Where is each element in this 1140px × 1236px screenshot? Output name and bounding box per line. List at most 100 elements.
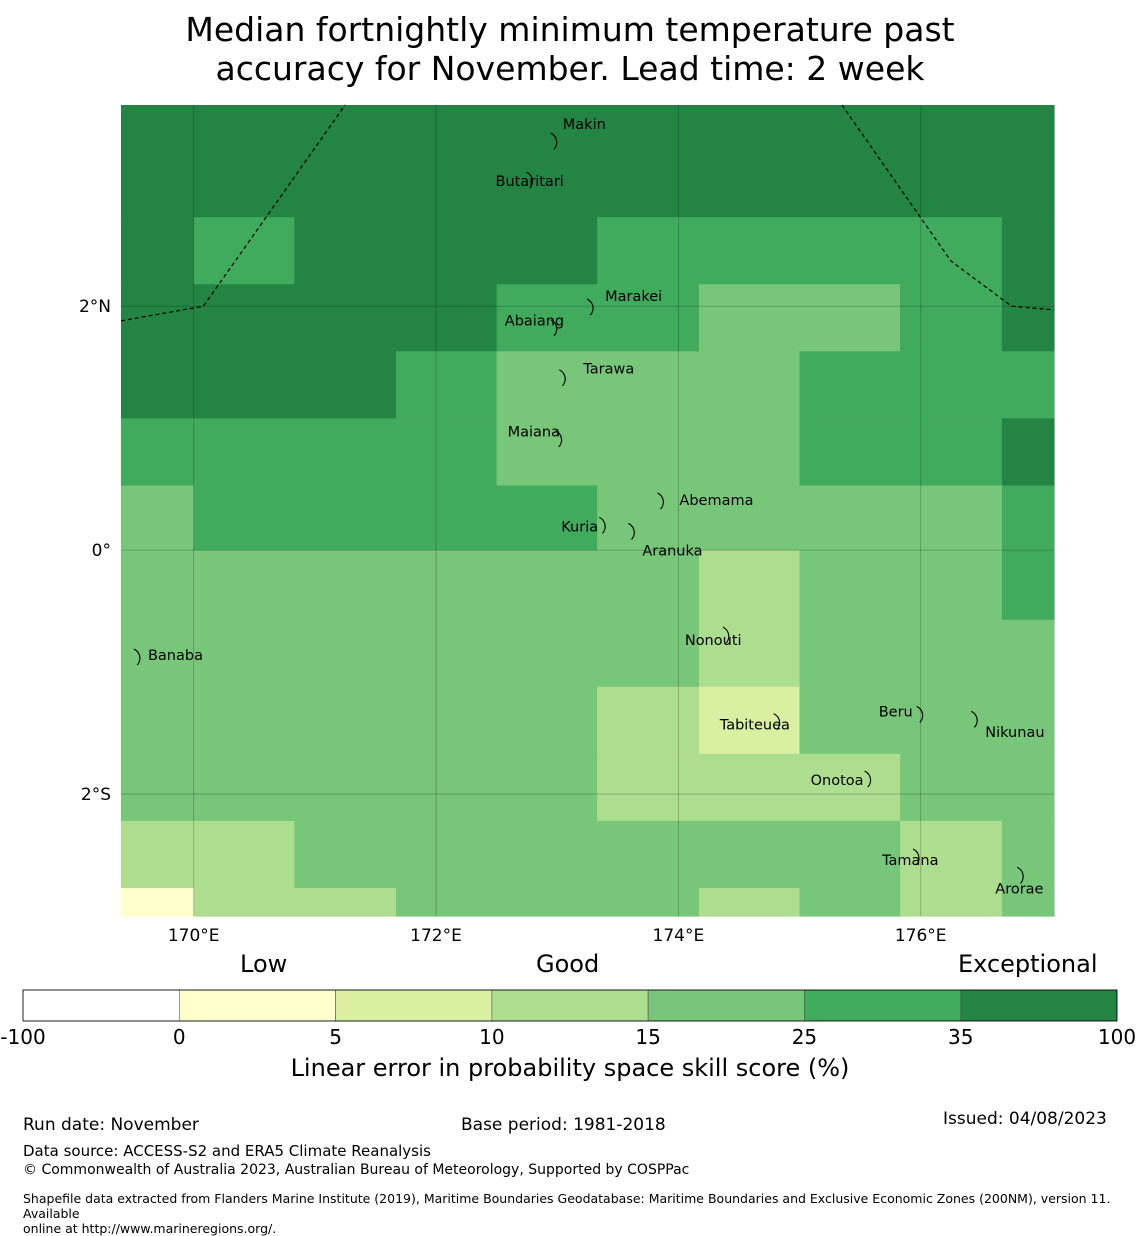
skill-cell xyxy=(396,887,700,917)
colorbar-segment xyxy=(647,989,805,1022)
island-outline xyxy=(970,710,978,728)
skill-cell xyxy=(799,351,1055,420)
skill-cell xyxy=(1001,550,1055,621)
island-outline xyxy=(1017,866,1024,884)
skill-cell xyxy=(799,418,1003,487)
skill-cell xyxy=(1001,284,1055,352)
colorbar-tick-label: 15 xyxy=(635,1025,660,1049)
skill-cell xyxy=(193,887,397,917)
island-outline xyxy=(773,713,781,731)
skill-cell xyxy=(597,686,700,755)
skill-cell xyxy=(799,619,1055,688)
skill-cell xyxy=(900,284,1003,352)
island-label: Maiana xyxy=(508,425,560,441)
skill-cell xyxy=(121,105,1055,218)
island-label: Kuria xyxy=(561,519,598,535)
island-label: Abaiang xyxy=(505,314,564,330)
skill-cell xyxy=(597,753,901,822)
skill-cell xyxy=(121,284,498,352)
island-outline xyxy=(526,171,534,189)
island-outline xyxy=(657,492,664,510)
colorbar-label-exceptional: Exceptional xyxy=(958,950,1098,978)
skill-cell xyxy=(698,284,901,352)
skill-cell xyxy=(597,485,1003,551)
island-outline xyxy=(912,848,920,866)
island-label: Banaba xyxy=(148,648,203,664)
skill-cell xyxy=(1001,418,1055,487)
shapefile-credit-line1: Shapefile data extracted from Flanders M… xyxy=(23,1191,1111,1221)
eez-boundary-line xyxy=(841,104,1055,311)
skill-cell xyxy=(799,550,1003,621)
colorbar-tick-label: 100 xyxy=(1098,1025,1136,1049)
colorbar-tick-label: 25 xyxy=(792,1025,817,1049)
skill-cell xyxy=(900,820,1003,889)
skill-cell xyxy=(698,887,801,917)
colorbar-segment xyxy=(178,989,336,1022)
base-period: Base period: 1981-2018 xyxy=(461,1115,666,1135)
skill-cell xyxy=(698,619,801,688)
island-outline xyxy=(133,648,141,666)
lat-tick-label: 2°S xyxy=(81,785,111,805)
colorbar-segment xyxy=(960,989,1118,1022)
skill-cell xyxy=(1001,820,1055,889)
skill-cell xyxy=(121,619,700,688)
skill-cell xyxy=(496,284,700,352)
skill-cell xyxy=(193,485,598,551)
shapefile-credit: Shapefile data extracted from Flanders M… xyxy=(23,1191,1140,1236)
skill-cell xyxy=(698,686,801,755)
skill-cell xyxy=(121,753,598,822)
island-label: Tabiteuea xyxy=(719,718,790,734)
colorbar-tick-label: 0 xyxy=(173,1025,186,1049)
island-outline xyxy=(722,626,730,644)
issued-date: Issued: 04/08/2023 xyxy=(943,1109,1107,1129)
island-label: Nonouti xyxy=(685,633,742,649)
skill-cell xyxy=(900,887,1003,917)
skill-cell xyxy=(597,217,1003,285)
island-outline xyxy=(628,522,635,540)
skill-cell xyxy=(121,550,700,621)
lon-tick-label: 176°E xyxy=(895,926,947,946)
skill-cell xyxy=(1001,217,1055,285)
lat-tick-label: 2°N xyxy=(79,297,111,317)
island-outline xyxy=(586,298,594,316)
skill-cell xyxy=(496,418,801,487)
skill-cell xyxy=(1001,485,1055,551)
run-date: Run date: November xyxy=(23,1115,199,1135)
island-label: Marakei xyxy=(605,289,662,305)
island-label: Nikunau xyxy=(985,725,1044,741)
colorbar-segment xyxy=(335,989,493,1022)
colorbar-segment xyxy=(491,989,649,1022)
map-title-line1: Median fortnightly minimum temperature p… xyxy=(185,10,955,49)
colorbar-tick-label: 10 xyxy=(479,1025,504,1049)
colorbar-title: Linear error in probability space skill … xyxy=(290,1054,850,1082)
skill-cell xyxy=(121,887,195,917)
island-label: Arorae xyxy=(995,881,1043,897)
island-label: Onotoa xyxy=(811,773,864,789)
skill-cell xyxy=(396,351,498,420)
colorbar-segment xyxy=(804,989,962,1022)
lon-tick-label: 174°E xyxy=(653,926,705,946)
skill-cell xyxy=(121,418,498,487)
colorbar-tick-label: 5 xyxy=(329,1025,342,1049)
skill-cell xyxy=(121,686,598,755)
island-outline xyxy=(598,516,606,534)
colorbar-label-good: Good xyxy=(536,950,600,978)
skill-cell xyxy=(121,485,195,551)
lon-tick-label: 170°E xyxy=(168,926,220,946)
island-label: Makin xyxy=(563,117,606,133)
shapefile-credit-line2: online at http://www.marineregions.org/. xyxy=(23,1221,277,1236)
island-outline xyxy=(550,319,558,337)
island-label: Butaritari xyxy=(496,174,564,190)
island-label: Tarawa xyxy=(582,362,634,378)
skill-cell xyxy=(121,351,397,420)
colorbar-label-low: Low xyxy=(240,950,288,978)
island-label: Tamana xyxy=(881,853,938,869)
skill-cell xyxy=(496,351,801,420)
island-outline xyxy=(559,369,566,387)
skill-cell xyxy=(121,820,295,889)
island-outline xyxy=(864,770,872,788)
skill-cell xyxy=(121,217,195,285)
island-outline xyxy=(916,705,924,723)
colorbar-tick-label: 35 xyxy=(948,1025,973,1049)
